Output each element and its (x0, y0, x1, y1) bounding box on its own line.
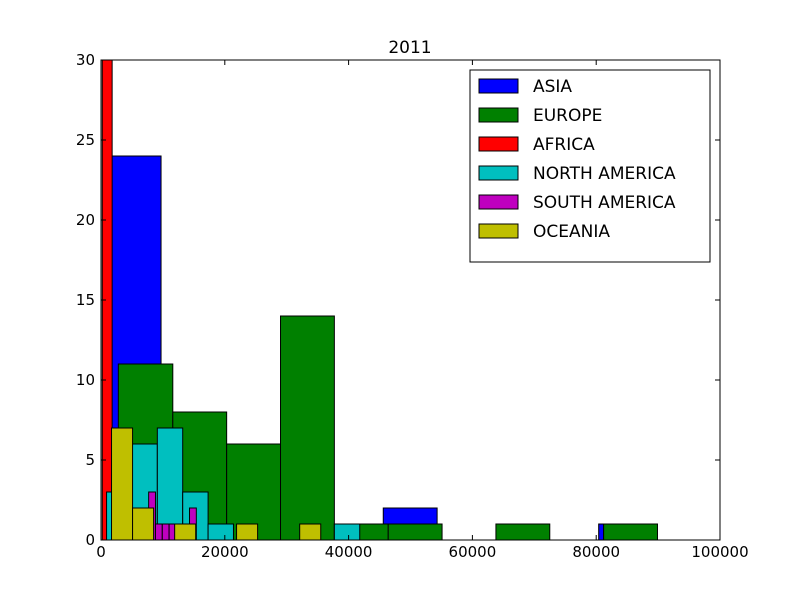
legend-label: ASIA (533, 77, 572, 97)
x-tick-label: 80000 (572, 543, 620, 561)
bar-europe-3 (280, 315, 335, 541)
x-tick-label: 0 (96, 543, 106, 561)
bar-north-america-4 (207, 523, 234, 541)
x-tick-label: 20000 (201, 543, 249, 561)
legend-label: AFRICA (533, 135, 595, 155)
legend-label: NORTH AMERICA (533, 164, 676, 184)
y-tick-label: 5 (85, 451, 95, 469)
bar-oceania-3 (236, 523, 259, 541)
bar-south-america-2 (161, 523, 170, 541)
legend-swatch (478, 78, 519, 94)
histogram-bars (101, 59, 658, 541)
bar-oceania-1 (132, 507, 155, 541)
x-tick-label: 60000 (449, 543, 497, 561)
y-tick-label: 20 (76, 211, 95, 229)
y-tick-label: 25 (76, 131, 95, 149)
x-tick-label: 100000 (691, 543, 748, 561)
legend-label: EUROPE (533, 106, 602, 126)
bar-north-america-2 (156, 427, 184, 541)
legend: ASIA EUROPE AFRICA NORTH AMERICA SOUTH AMERI… (469, 69, 711, 263)
legend-swatch (478, 194, 519, 210)
bar-europe-7 (603, 523, 658, 541)
bar-south-america-1 (154, 523, 163, 541)
bar-oceania-2 (174, 523, 197, 541)
x-tick-label: 40000 (325, 543, 373, 561)
y-axis: 0 5 10 15 20 25 30 (76, 51, 720, 549)
legend-swatch (478, 136, 519, 152)
bar-europe-6 (495, 523, 551, 541)
legend-swatch (478, 165, 519, 181)
plot-area (101, 59, 658, 541)
x-axis: 0 20000 40000 60000 80000 100000 (96, 60, 749, 561)
legend-label: SOUTH AMERICA (533, 193, 676, 213)
y-tick-label: 30 (76, 51, 95, 69)
bar-north-america-5 (333, 523, 361, 541)
legend-swatch (478, 107, 519, 123)
legend-label: OCEANIA (533, 222, 610, 242)
chart-title: 2011 (388, 38, 431, 58)
bar-asia-2 (598, 523, 605, 541)
bar-europe-5 (387, 523, 443, 541)
y-tick-label: 15 (76, 291, 95, 309)
legend-swatch (478, 223, 519, 239)
bar-oceania-0 (111, 427, 134, 541)
y-tick-label: 0 (85, 531, 95, 549)
bar-oceania-4 (299, 523, 322, 541)
y-tick-label: 10 (76, 371, 95, 389)
